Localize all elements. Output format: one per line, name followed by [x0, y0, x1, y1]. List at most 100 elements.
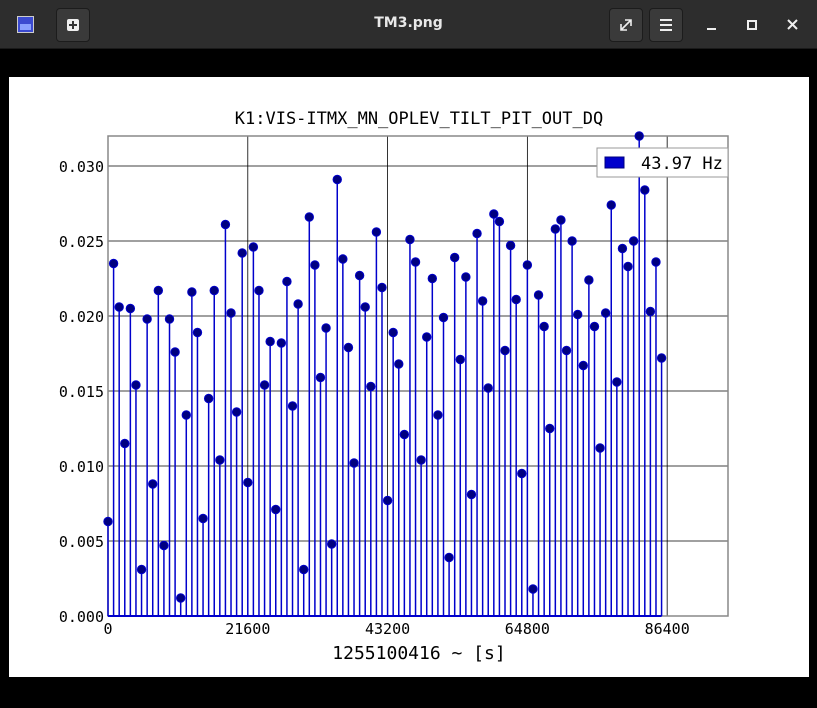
stem-marker: [259, 380, 270, 390]
stem-marker: [338, 254, 348, 264]
stem-marker: [326, 539, 337, 549]
new-button[interactable]: [56, 8, 90, 42]
y-tick-label: 0.030: [59, 158, 104, 176]
stem-marker: [153, 285, 164, 296]
y-tick-label: 0.000: [59, 608, 104, 626]
stem-marker: [226, 308, 236, 318]
stem-marker: [103, 516, 113, 527]
stem-marker: [349, 458, 359, 468]
stem-marker: [382, 495, 393, 506]
stem-marker: [148, 479, 158, 489]
stem-marker: [427, 273, 438, 284]
stem-marker: [321, 323, 331, 333]
stem-marker: [388, 327, 398, 338]
stem-marker: [640, 185, 650, 195]
stem-marker: [410, 257, 421, 267]
stem-marker: [405, 234, 415, 245]
plot-frame: [107, 135, 729, 617]
stem-marker: [517, 468, 527, 479]
menu-button[interactable]: [649, 8, 683, 42]
stem-marker: [159, 540, 169, 551]
chart-title: K1:VIS-ITMX_MN_OPLEV_TILT_PIT_OUT_DQ: [235, 109, 603, 129]
stem-marker: [237, 248, 247, 258]
stem-marker: [215, 455, 225, 465]
stem-marker: [500, 345, 510, 356]
stem-marker: [416, 455, 426, 465]
stem-marker: [366, 381, 376, 392]
stem-marker: [550, 224, 561, 234]
stem-marker: [455, 354, 465, 365]
x-tick-label: 64800: [505, 620, 550, 638]
stem-marker: [293, 299, 303, 309]
stem-marker: [472, 228, 482, 239]
stem-marker: [164, 314, 175, 324]
stem-marker: [299, 564, 309, 575]
y-tick-label: 0.020: [59, 308, 104, 326]
stem-marker: [623, 261, 633, 272]
stem-marker: [444, 552, 454, 563]
y-tick-label: 0.025: [59, 233, 104, 251]
stem-marker: [617, 243, 628, 254]
stem-marker: [556, 215, 566, 225]
stem-marker: [466, 489, 477, 500]
stem-marker: [304, 212, 314, 222]
stem-marker: [528, 584, 538, 594]
stem-marker: [539, 321, 549, 332]
stem-marker: [360, 302, 370, 312]
stem-marker: [220, 219, 231, 230]
window-controls[interactable]: [700, 14, 804, 36]
x-tick-label: 21600: [225, 620, 270, 638]
stem-marker: [175, 593, 186, 603]
stem-marker: [656, 353, 667, 363]
stem-marker: [181, 410, 191, 420]
stem-marker: [545, 423, 555, 434]
x-tick-label: 43200: [365, 620, 410, 638]
stem-marker: [198, 513, 208, 524]
stem-marker: [634, 131, 644, 141]
stem-marker: [422, 332, 432, 342]
stem-marker: [578, 360, 588, 371]
image-canvas: K1:VIS-ITMX_MN_OPLEV_TILT_PIT_OUT_DQ 125…: [9, 77, 809, 677]
stem-marker: [354, 270, 365, 281]
legend-label: 43.97 Hz: [641, 154, 723, 174]
stem-marker: [438, 312, 449, 323]
stem-marker: [265, 336, 275, 347]
stem-marker: [511, 294, 521, 305]
stem-marker: [243, 477, 253, 488]
x-tick-label: 0: [103, 620, 112, 638]
stem-marker: [187, 287, 197, 297]
stem-marker: [231, 407, 242, 417]
stem-marker: [567, 236, 577, 246]
stem-marker: [209, 285, 219, 296]
stem-marker: [561, 345, 572, 356]
legend-swatch: [604, 156, 625, 169]
stem-marker: [310, 260, 320, 270]
stem-marker: [483, 383, 493, 393]
stem-marker: [572, 309, 583, 320]
stem-marker: [600, 308, 611, 318]
stem-marker: [282, 276, 292, 287]
stem-marker: [612, 377, 622, 387]
stem-marker: [192, 327, 203, 338]
stem-marker: [315, 372, 326, 383]
stem-marker: [332, 174, 342, 185]
window-title: TM3.png: [374, 15, 443, 31]
stem-marker: [276, 338, 287, 348]
y-tick-label: 0.010: [59, 458, 104, 476]
stem-marker: [114, 302, 124, 312]
stem-marker: [449, 252, 460, 263]
x-tick-label: 86400: [645, 620, 690, 638]
stem-marker: [461, 272, 471, 282]
stem-marker: [433, 410, 443, 420]
fullscreen-button[interactable]: [609, 8, 643, 42]
stem-marker: [477, 296, 488, 306]
stem-marker: [125, 303, 136, 314]
stem-marker: [489, 209, 499, 219]
y-tick-label: 0.015: [59, 383, 104, 401]
stem-marker: [595, 443, 605, 453]
stem-marker: [254, 285, 264, 296]
stem-marker: [136, 564, 147, 575]
app-icon: [17, 16, 34, 33]
stem-marker: [522, 260, 533, 270]
